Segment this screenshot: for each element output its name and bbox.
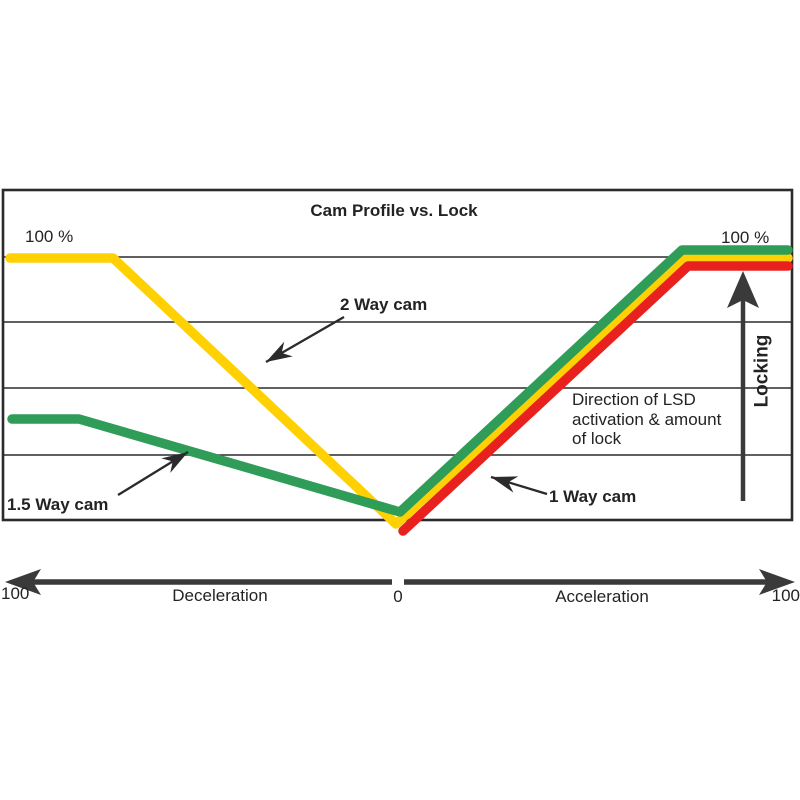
series-label-1-5-way-cam: 1.5 Way cam [7, 495, 109, 514]
pointer-2-way-head [266, 341, 293, 362]
direction-of-lsd-note: Direction of LSD activation & amount of … [572, 390, 722, 448]
x-axis-left-value: 100 [1, 584, 30, 603]
locking-axis-label: Locking [751, 334, 773, 408]
chart-title: Cam Profile vs. Lock [310, 201, 478, 220]
series-label-1-way-cam: 1 Way cam [549, 487, 637, 506]
x-axis-arrowhead-left [5, 569, 41, 595]
x-axis-deceleration-label: Deceleration [172, 586, 268, 605]
y-max-label-right: 100 % [721, 228, 770, 247]
x-axis-right-value: 100 [771, 586, 800, 605]
x-axis-arrowhead-right [759, 569, 795, 595]
x-axis-zero-value: 0 [393, 587, 403, 606]
x-axis-acceleration-label: Acceleration [555, 587, 649, 606]
y-max-label-left: 100 % [25, 227, 74, 246]
chart-frame [1, 188, 794, 522]
pointer-1-way-head [491, 476, 519, 493]
series-label-2-way-cam: 2 Way cam [340, 295, 428, 314]
locking-arrowhead [727, 271, 759, 308]
series-line-1-5-way-cam [7, 245, 793, 517]
series-line-1-way-cam [398, 261, 793, 536]
series-line-2-way-cam [5, 253, 793, 529]
pointer-1-5-way-head [161, 452, 188, 473]
